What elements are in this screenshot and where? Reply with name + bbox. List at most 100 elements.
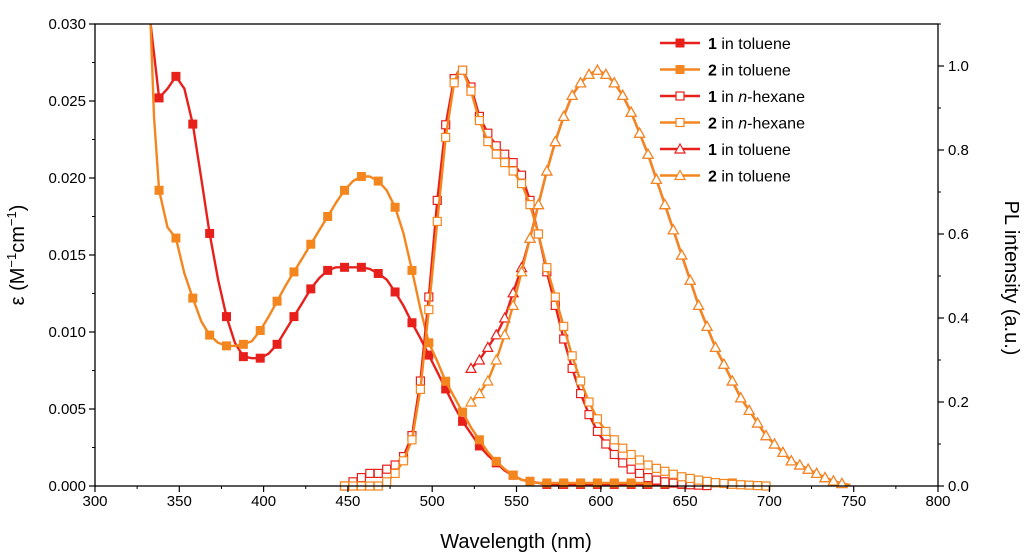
data-point bbox=[306, 239, 316, 249]
data-point bbox=[533, 229, 544, 239]
legend-label: 2 in n-hexane bbox=[708, 116, 805, 133]
data-point bbox=[776, 446, 789, 457]
data-point bbox=[609, 478, 619, 488]
data-point bbox=[618, 458, 628, 468]
legend-in: in bbox=[717, 142, 738, 159]
data-point bbox=[323, 265, 333, 275]
series bbox=[149, 23, 737, 488]
data-point bbox=[356, 171, 366, 181]
data-point bbox=[675, 91, 685, 101]
data-point bbox=[457, 65, 468, 75]
data-point bbox=[171, 233, 181, 243]
y2-tick-label: 0.2 bbox=[948, 394, 969, 411]
data-point bbox=[424, 350, 434, 360]
data-point bbox=[515, 265, 528, 277]
data-point bbox=[523, 231, 537, 243]
data-point bbox=[508, 470, 518, 480]
data-point bbox=[365, 468, 375, 478]
data-point bbox=[441, 132, 451, 142]
data-point bbox=[651, 475, 662, 485]
data-point bbox=[542, 263, 552, 273]
data-point bbox=[540, 164, 553, 176]
data-point bbox=[464, 395, 477, 407]
data-point bbox=[592, 426, 603, 436]
y-tick-label: 0.000 bbox=[48, 478, 86, 495]
legend-compound: 2 bbox=[708, 63, 717, 80]
x-tick-label: 800 bbox=[925, 493, 950, 510]
y-axis-title-sup: −1 bbox=[4, 253, 19, 268]
data-point bbox=[709, 341, 722, 352]
data-point bbox=[238, 352, 248, 362]
data-point bbox=[542, 478, 552, 488]
data-point bbox=[464, 362, 477, 373]
y-axis-title-sup: −1 bbox=[4, 211, 19, 226]
data-point bbox=[356, 262, 366, 272]
data-point bbox=[474, 435, 484, 445]
series-line bbox=[343, 68, 708, 488]
data-point bbox=[592, 478, 602, 488]
y2-tick-label: 0.6 bbox=[948, 226, 969, 243]
data-point bbox=[616, 89, 629, 101]
data-point bbox=[272, 339, 282, 349]
data-point bbox=[660, 477, 670, 487]
data-point bbox=[171, 71, 181, 81]
data-point bbox=[188, 293, 198, 303]
data-point bbox=[491, 149, 501, 159]
data-point bbox=[407, 265, 417, 275]
data-point bbox=[625, 105, 638, 117]
data-point bbox=[768, 437, 781, 449]
legend-entry: 1 in n-hexane bbox=[660, 89, 805, 106]
legend-in: in bbox=[717, 36, 738, 53]
data-point bbox=[760, 429, 773, 441]
data-point bbox=[340, 185, 350, 195]
y-tick-label: 0.010 bbox=[48, 324, 86, 341]
data-point bbox=[802, 462, 815, 474]
legend-solvent: toluene bbox=[738, 142, 791, 159]
series-line bbox=[149, 23, 733, 485]
legend-compound: 1 bbox=[708, 142, 717, 159]
data-point bbox=[323, 212, 333, 221]
data-point bbox=[205, 228, 215, 238]
data-point bbox=[675, 38, 685, 48]
data-point bbox=[289, 312, 299, 322]
data-point bbox=[658, 198, 671, 210]
data-point bbox=[188, 119, 198, 129]
data-point bbox=[222, 312, 232, 322]
data-point bbox=[576, 478, 586, 488]
data-point bbox=[668, 469, 678, 479]
x-tick-label: 700 bbox=[757, 493, 782, 510]
data-point bbox=[516, 179, 527, 189]
data-point bbox=[490, 353, 503, 365]
y2-axis-title: PL intensity (a.u.) bbox=[1000, 201, 1022, 356]
data-point bbox=[382, 464, 392, 474]
data-point bbox=[532, 198, 545, 210]
data-point bbox=[508, 158, 518, 168]
data-point bbox=[827, 474, 840, 486]
data-point bbox=[727, 479, 737, 489]
legend-label: 1 in n-hexane bbox=[708, 89, 805, 106]
y-tick-label: 0.025 bbox=[48, 93, 86, 110]
y-axis-title: ε (M−1cm−1) bbox=[4, 205, 29, 306]
legend-solvent: toluene bbox=[738, 36, 791, 53]
legend-solvent-suffix: -hexane bbox=[747, 116, 805, 133]
data-point bbox=[205, 330, 215, 340]
y2-tick-label: 1.0 bbox=[948, 58, 969, 75]
data-point bbox=[407, 435, 417, 445]
data-point bbox=[390, 202, 400, 212]
data-point bbox=[651, 463, 662, 473]
data-point bbox=[634, 468, 645, 478]
legend-entry: 2 in toluene bbox=[660, 63, 791, 80]
legend-solvent: toluene bbox=[738, 169, 791, 186]
data-point bbox=[599, 68, 612, 80]
legend-compound: 1 bbox=[708, 89, 717, 106]
data-point bbox=[481, 341, 494, 352]
data-point bbox=[559, 321, 569, 331]
data-point bbox=[584, 410, 594, 420]
data-point bbox=[222, 341, 232, 351]
data-point bbox=[398, 456, 409, 466]
data-point bbox=[641, 147, 655, 159]
y2-tick-label: 0.0 bbox=[948, 478, 969, 495]
legend-entry: 2 in n-hexane bbox=[660, 116, 805, 133]
legend-compound: 2 bbox=[708, 169, 717, 186]
data-point bbox=[700, 320, 714, 331]
